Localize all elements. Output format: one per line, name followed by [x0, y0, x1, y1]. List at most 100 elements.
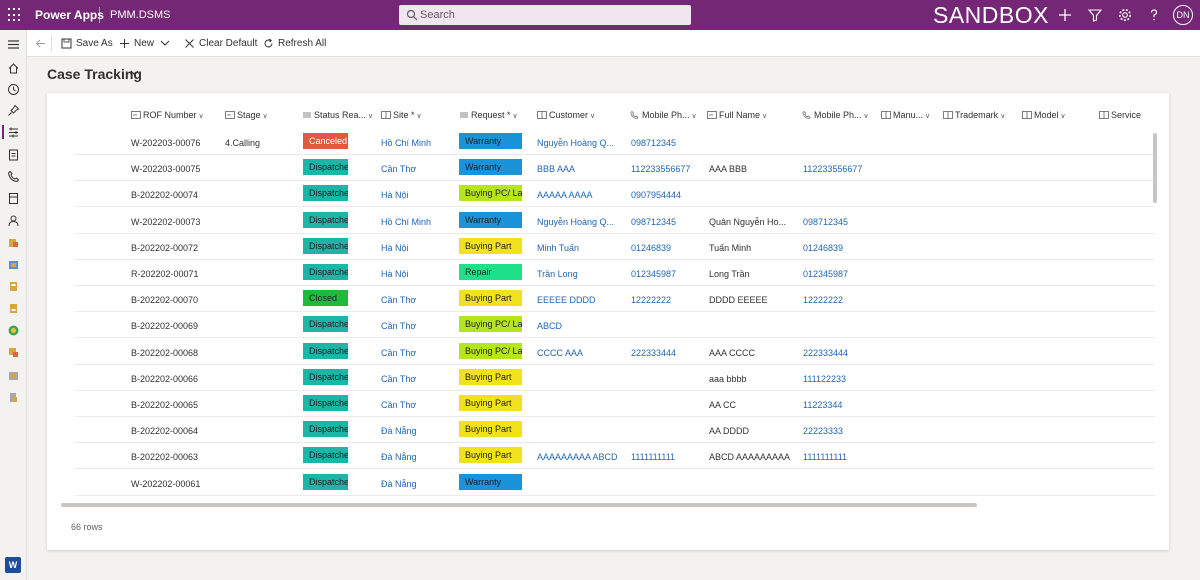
- site-link[interactable]: Cần Thơ: [381, 374, 417, 384]
- rof-number-cell[interactable]: B-202202-00063: [131, 452, 199, 462]
- table-row[interactable]: B-202202-00074 Dispatched Hà Nội Buying PC/…: [75, 181, 1155, 207]
- entity-icon-1[interactable]: [7, 236, 20, 249]
- entity-icon-4[interactable]: [7, 302, 20, 315]
- column-header-site[interactable]: Site * ∨: [381, 109, 422, 121]
- document-icon[interactable]: [7, 192, 20, 205]
- view-selector[interactable]: Case Tracking: [47, 66, 142, 82]
- chevron-down-icon[interactable]: [160, 40, 170, 47]
- case-tracking-icon[interactable]: [7, 126, 20, 139]
- customer-link[interactable]: AAAAAAAAA ABCD: [537, 452, 618, 462]
- site-link[interactable]: Hồ Chí Minh: [381, 138, 432, 148]
- rof-number-cell[interactable]: W-202203-00076: [131, 138, 201, 148]
- entity-icon-2[interactable]: [7, 258, 20, 271]
- mobile-phone-link[interactable]: 01246839: [631, 243, 672, 253]
- avatar[interactable]: DN: [1173, 5, 1193, 25]
- mobile-phone-link[interactable]: 112233556677: [631, 164, 691, 174]
- customer-link[interactable]: Nguyễn Hoàng Q...: [537, 217, 615, 227]
- mobile-phone-link[interactable]: 12222222: [631, 295, 672, 305]
- customer-link[interactable]: CCCC AAA: [537, 348, 584, 358]
- column-header-request[interactable]: Request * ∨: [459, 109, 518, 121]
- mobile-phone-2-link[interactable]: 22223333: [803, 426, 844, 436]
- table-row[interactable]: W-202202-00061 Dispatched Đà Nẵng Warranty: [75, 470, 1155, 496]
- mobile-phone-link[interactable]: [631, 373, 701, 385]
- column-header-model[interactable]: Model ∨: [1022, 109, 1066, 121]
- rof-number-cell[interactable]: B-202202-00074: [131, 190, 199, 200]
- mobile-phone-link[interactable]: [631, 478, 701, 490]
- rof-number-cell[interactable]: R-202202-00071: [131, 269, 199, 279]
- site-link[interactable]: Cần Thơ: [381, 321, 417, 331]
- table-row[interactable]: W-202203-00075 Dispatched Cần Thơ Warranty B…: [75, 155, 1155, 181]
- save-as-button[interactable]: Save As: [61, 37, 133, 51]
- mobile-phone-2-link[interactable]: 111122233: [803, 374, 847, 384]
- customer-link[interactable]: BBB AAA: [537, 164, 576, 174]
- mobile-phone-link[interactable]: [631, 425, 701, 437]
- rof-number-cell[interactable]: B-202202-00069: [131, 321, 199, 331]
- customer-link[interactable]: [537, 425, 621, 437]
- table-row[interactable]: B-202202-00066 Dispatched Cần Thơ Buying Pa…: [75, 365, 1155, 391]
- site-link[interactable]: Đà Nẵng: [381, 426, 417, 436]
- site-link[interactable]: Cần Thơ: [381, 164, 417, 174]
- table-row[interactable]: W-202203-00076 4.Calling Canceled Hồ Chí Mi…: [75, 129, 1155, 155]
- column-header-service[interactable]: Service: [1099, 109, 1141, 121]
- customer-link[interactable]: Minh Tuấn: [537, 243, 580, 253]
- mobile-phone-link[interactable]: 1111111111: [631, 452, 676, 462]
- help-icon[interactable]: [1146, 7, 1162, 23]
- rof-number-cell[interactable]: B-202202-00070: [131, 295, 199, 305]
- table-row[interactable]: R-202202-00071 Dispatched Hà Nội Repair Trần…: [75, 260, 1155, 286]
- clipboard-icon[interactable]: [7, 148, 20, 161]
- mobile-phone-2-link[interactable]: [803, 137, 883, 149]
- rof-number-cell[interactable]: B-202202-00064: [131, 426, 199, 436]
- site-link[interactable]: Đà Nẵng: [381, 452, 417, 462]
- gear-icon[interactable]: [1117, 7, 1133, 23]
- customer-link[interactable]: EEEEE DDDD: [537, 295, 596, 305]
- customer-link[interactable]: ABCD: [537, 321, 563, 331]
- table-row[interactable]: B-202202-00072 Dispatched Hà Nội Buying Par…: [75, 234, 1155, 260]
- column-header-customer[interactable]: Customer ∨: [537, 109, 595, 121]
- column-header-stage[interactable]: Stage ∨: [225, 109, 268, 121]
- rof-number-cell[interactable]: B-202202-00072: [131, 243, 199, 253]
- home-icon[interactable]: [7, 62, 20, 75]
- column-header-rof-number[interactable]: ROF Number ∨: [131, 109, 204, 121]
- site-link[interactable]: Cần Thơ: [381, 400, 417, 410]
- mobile-phone-link[interactable]: 098712345: [631, 138, 677, 148]
- site-link[interactable]: Hà Nội: [381, 190, 409, 200]
- plus-icon[interactable]: [1057, 7, 1073, 23]
- rof-number-cell[interactable]: B-202202-00066: [131, 374, 199, 384]
- mobile-phone-2-link[interactable]: 1111111111: [803, 452, 848, 462]
- pin-icon[interactable]: [7, 104, 20, 117]
- brand-name[interactable]: Power Apps: [35, 8, 104, 22]
- app-name[interactable]: PMM.DSMS: [110, 9, 171, 21]
- filter-icon[interactable]: [1087, 7, 1103, 23]
- mobile-phone-link[interactable]: 098712345: [631, 217, 677, 227]
- mobile-phone-link[interactable]: 222333444: [631, 348, 677, 358]
- hamburger-menu-icon[interactable]: [7, 38, 20, 51]
- mobile-phone-2-link[interactable]: [803, 189, 883, 201]
- mobile-phone-link[interactable]: [631, 399, 701, 411]
- mobile-phone-2-link[interactable]: [803, 320, 883, 332]
- contact-icon[interactable]: [7, 214, 20, 227]
- table-row[interactable]: B-202202-00064 Dispatched Đà Nẵng Buying Pa…: [75, 417, 1155, 443]
- mobile-phone-link[interactable]: [631, 320, 701, 332]
- area-switcher-icon[interactable]: W: [5, 557, 21, 573]
- customer-link[interactable]: [537, 373, 621, 385]
- new-button[interactable]: New: [119, 37, 169, 51]
- customer-link[interactable]: Nguyễn Hoàng Q...: [537, 138, 615, 148]
- column-header-full-name[interactable]: Full Name ∨: [707, 109, 767, 121]
- mobile-phone-2-link[interactable]: 12222222: [803, 295, 844, 305]
- rof-number-cell[interactable]: W-202202-00061: [131, 479, 201, 489]
- site-link[interactable]: Hà Nội: [381, 269, 409, 279]
- site-link[interactable]: Hà Nội: [381, 243, 409, 253]
- column-header-trademark[interactable]: Trademark ∨: [943, 109, 1005, 121]
- mobile-phone-2-link[interactable]: 098712345: [803, 217, 849, 227]
- entity-icon-6[interactable]: [7, 346, 20, 359]
- table-row[interactable]: B-202202-00070 Closed Cần Thơ Buying Part EE…: [75, 286, 1155, 312]
- mobile-phone-2-link[interactable]: 11223344: [803, 400, 843, 410]
- clear-default-button[interactable]: Clear Default: [184, 37, 264, 51]
- column-header-manufacturer[interactable]: Manu... ∨: [881, 109, 930, 121]
- site-link[interactable]: Hồ Chí Minh: [381, 217, 432, 227]
- table-row[interactable]: B-202202-00063 Dispatched Đà Nẵng Buying Pa…: [75, 443, 1155, 469]
- app-launcher-icon[interactable]: [8, 8, 22, 22]
- table-row[interactable]: W-202202-00073 Dispatched Hồ Chí Minh Warra…: [75, 208, 1155, 234]
- rof-number-cell[interactable]: B-202202-00065: [131, 400, 199, 410]
- table-row[interactable]: B-202202-00069 Dispatched Cần Thơ Buying PC…: [75, 312, 1155, 338]
